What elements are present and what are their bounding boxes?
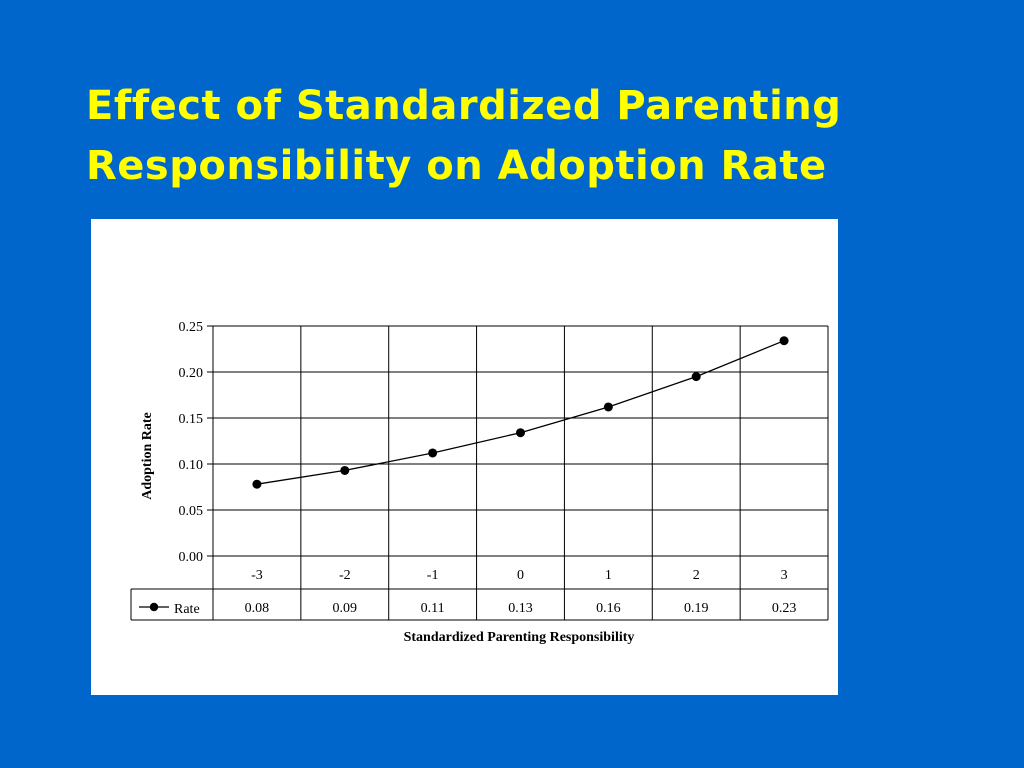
data-point xyxy=(691,372,701,382)
x-category-label: -2 xyxy=(339,568,351,583)
line-chart: 0.00 0.05 0.10 0.15 0.20 0.25 -3 -2 -1 0 1 2 3 Rate 0… xyxy=(130,320,829,645)
grid-layer xyxy=(207,325,829,620)
y-tick-label: 0.15 xyxy=(179,412,204,427)
y-tick-label: 0.00 xyxy=(179,550,204,565)
series-layer xyxy=(252,336,789,489)
x-category-label: -1 xyxy=(427,568,439,583)
y-tick-label: 0.25 xyxy=(179,320,204,335)
slide-title-line-1: Effect of Standardized Parenting xyxy=(86,83,842,129)
x-category-label: 1 xyxy=(605,568,612,583)
data-point xyxy=(340,465,350,475)
data-table-value: 0.13 xyxy=(508,601,533,616)
data-table-value: 0.23 xyxy=(772,601,797,616)
data-table-value: 0.11 xyxy=(421,601,445,616)
y-tick-label: 0.05 xyxy=(179,504,204,519)
data-point xyxy=(428,448,438,458)
x-category-label: 0 xyxy=(517,568,524,583)
data-table-value: 0.19 xyxy=(684,601,709,616)
y-tick-label: 0.10 xyxy=(179,458,204,473)
data-point xyxy=(603,402,613,412)
data-point xyxy=(252,479,262,489)
y-tick-label: 0.20 xyxy=(179,366,204,381)
series-line-rate xyxy=(256,340,785,485)
x-category-label: -3 xyxy=(251,568,263,583)
legend-label: Rate xyxy=(174,602,200,617)
x-category-label: 3 xyxy=(781,568,788,583)
slide-title-line-2: Responsibility on Adoption Rate xyxy=(86,143,827,189)
chart-panel: 0.00 0.05 0.10 0.15 0.20 0.25 -3 -2 -1 0 1 2 3 Rate 0… xyxy=(91,219,838,695)
x-category-label: 2 xyxy=(693,568,700,583)
x-axis-label: Standardized Parenting Responsibility xyxy=(404,630,635,645)
slide-title: Effect of Standardized Parenting Respons… xyxy=(86,76,986,196)
data-point xyxy=(779,336,789,346)
data-table-value: 0.09 xyxy=(333,601,358,616)
legend-marker xyxy=(149,602,159,612)
data-table-value: 0.16 xyxy=(596,601,621,616)
y-tick-labels: 0.00 0.05 0.10 0.15 0.20 0.25 xyxy=(179,320,204,565)
data-table-value: 0.08 xyxy=(245,601,270,616)
data-table: -3 -2 -1 0 1 2 3 Rate 0.08 0.09 0.11 0.13 0.16 0.19 0.… xyxy=(130,568,828,621)
data-point xyxy=(516,428,525,438)
y-axis-label: Adoption Rate xyxy=(140,412,155,500)
